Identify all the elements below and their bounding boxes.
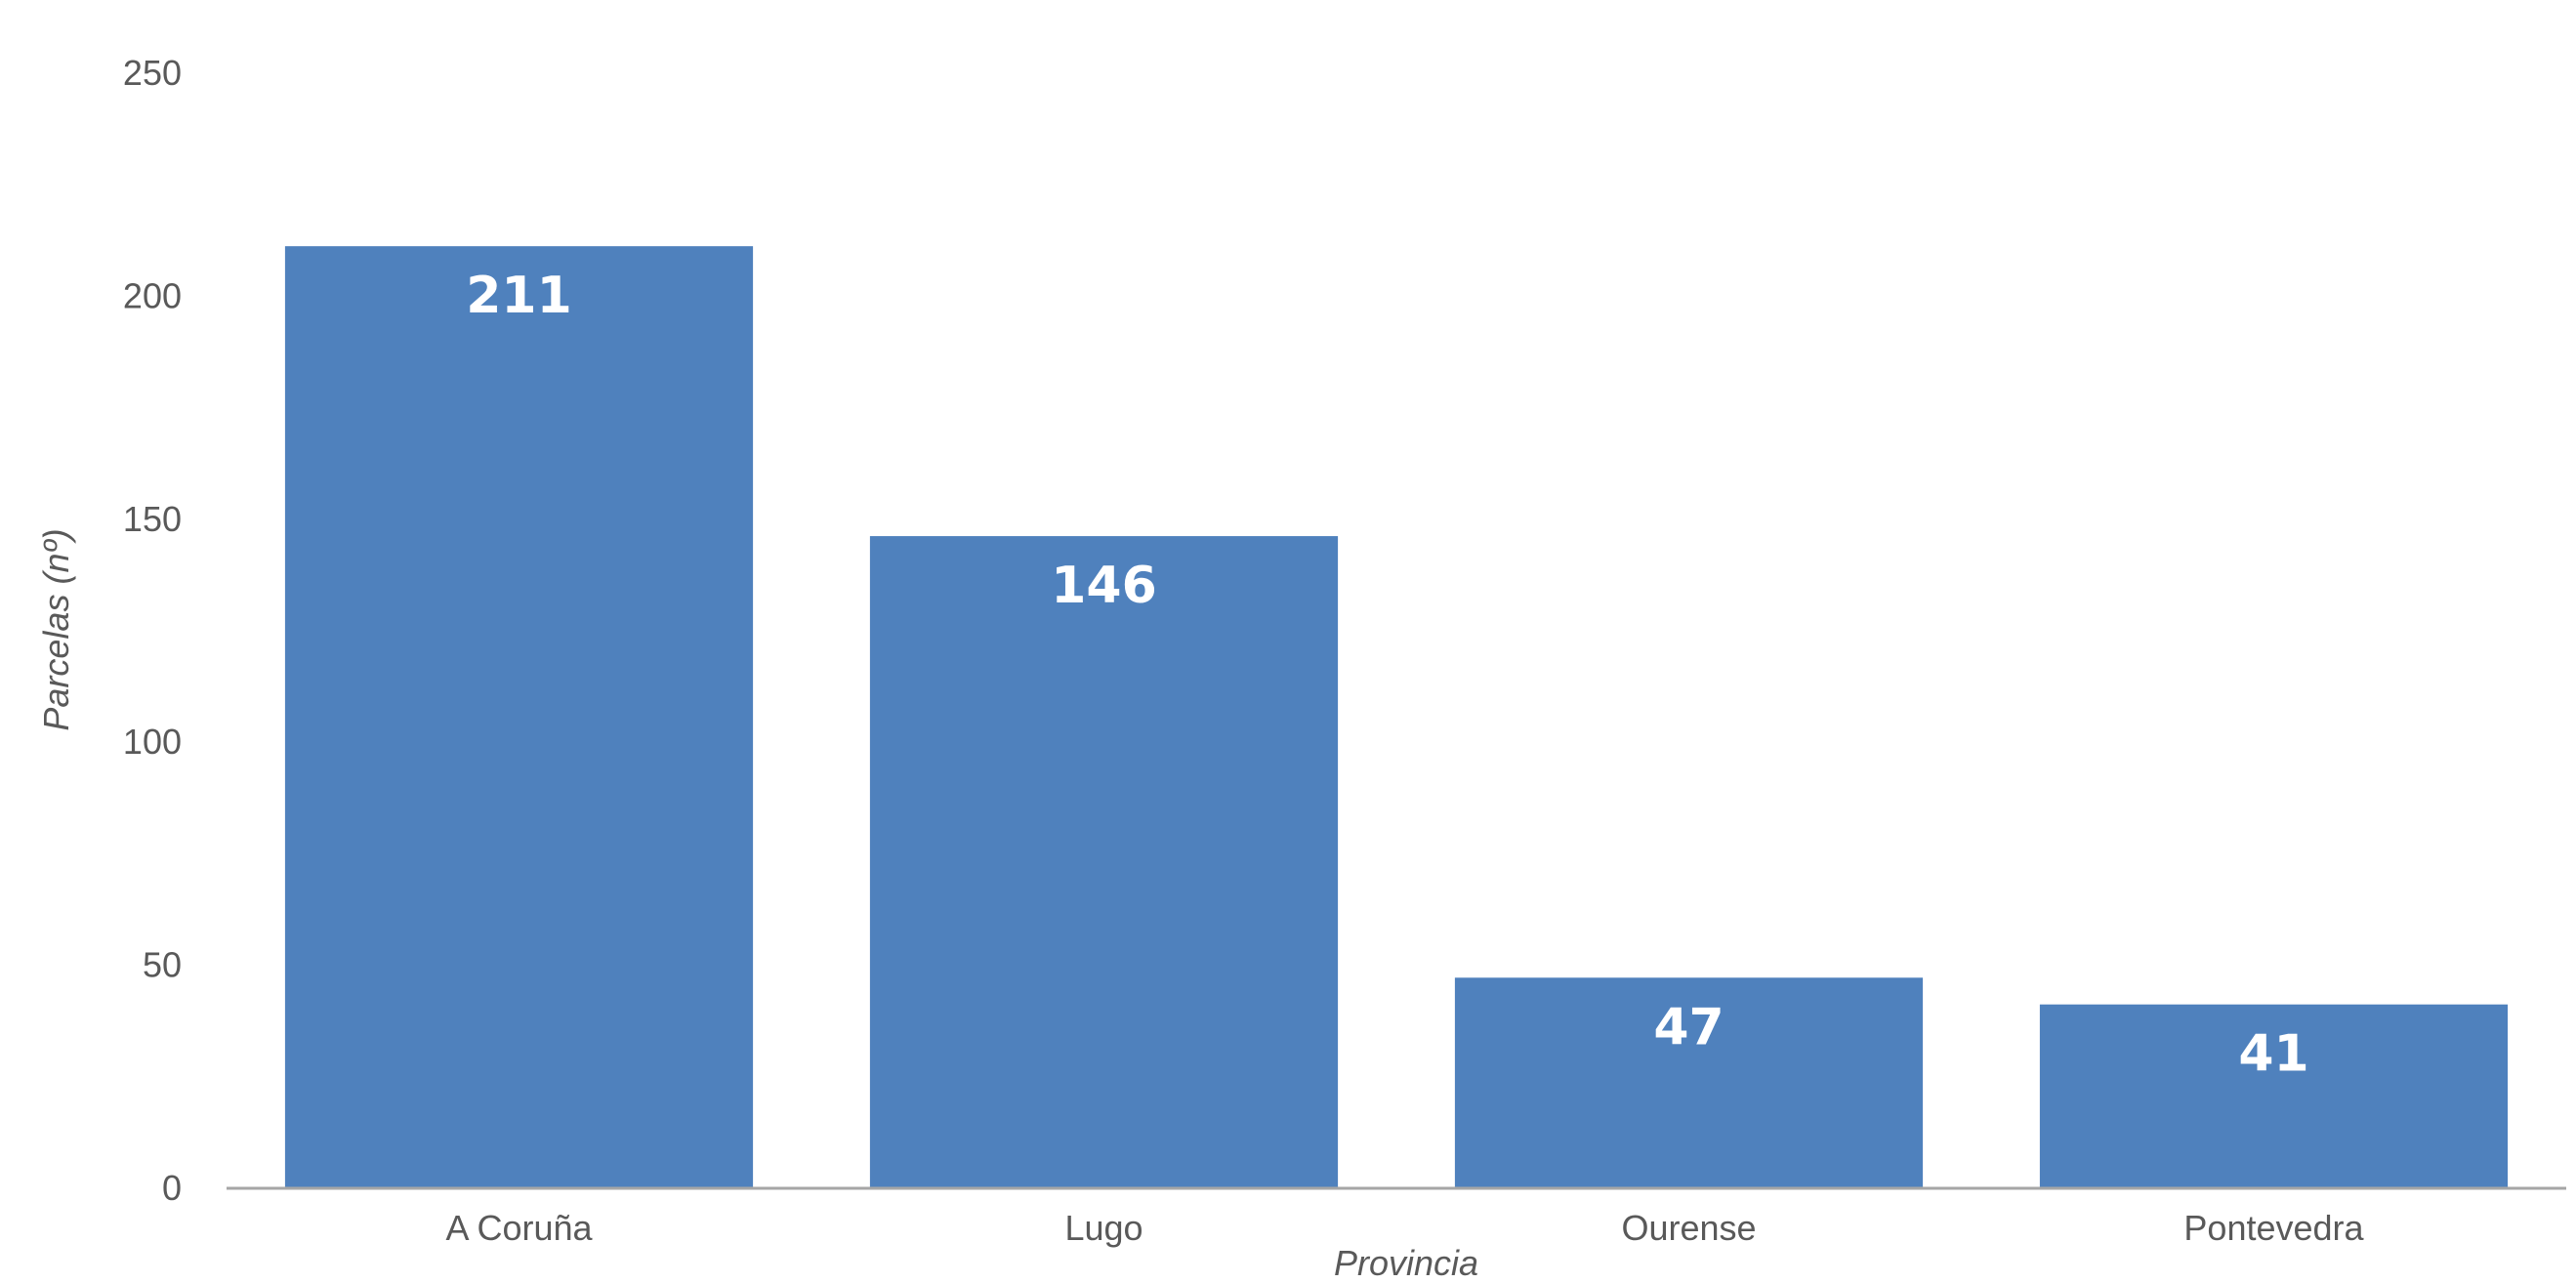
bars-layer — [284, 246, 2509, 1188]
y-tick-label-150: 150 — [123, 499, 182, 539]
x-axis-title: Provincia — [1334, 1243, 1478, 1283]
y-tick-label-100: 100 — [123, 722, 182, 762]
x-tick-label-3: Ourense — [1621, 1208, 1756, 1248]
x-tick-labels: A Coruña Lugo Ourense Pontevedra — [445, 1208, 2364, 1248]
data-label-2: 146 — [1051, 557, 1157, 615]
y-tick-label-50: 50 — [143, 945, 182, 985]
y-tick-labels: 0 50 100 150 200 250 — [123, 53, 182, 1208]
data-label-4: 41 — [2238, 1025, 2308, 1084]
bar-4 — [2039, 1004, 2509, 1187]
x-tick-label-1: A Coruña — [445, 1208, 593, 1248]
x-tick-label-2: Lugo — [1064, 1208, 1143, 1248]
data-labels-layer: 211 146 47 41 — [466, 267, 2308, 1084]
y-tick-label-200: 200 — [123, 275, 182, 315]
y-axis-title: Parcelas (nº) — [36, 528, 76, 730]
y-tick-label-250: 250 — [123, 53, 182, 93]
bar-3 — [1454, 977, 1924, 1187]
y-tick-label-0: 0 — [162, 1168, 182, 1208]
x-tick-label-4: Pontevedra — [2183, 1208, 2364, 1248]
bar-2 — [869, 536, 1339, 1187]
data-label-3: 47 — [1653, 998, 1724, 1056]
bar-1 — [284, 246, 754, 1188]
data-label-1: 211 — [466, 267, 572, 325]
